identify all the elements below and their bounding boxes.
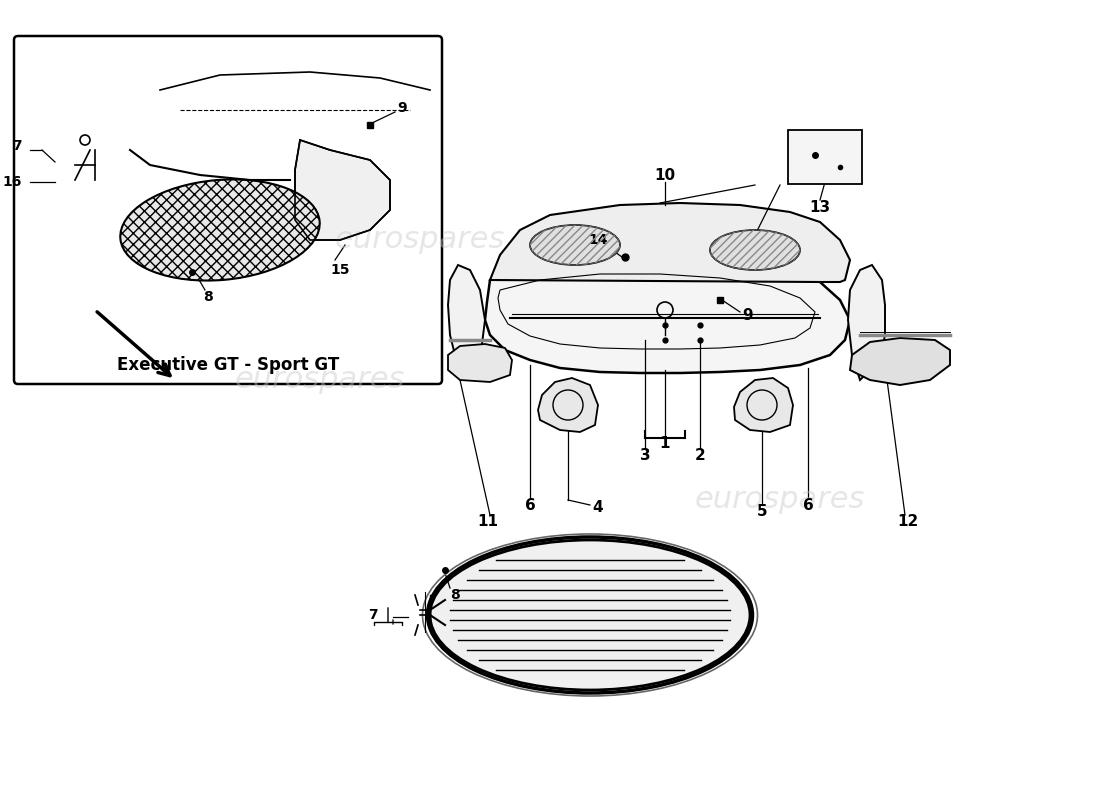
Text: 4: 4 bbox=[593, 501, 603, 515]
Text: eurospares: eurospares bbox=[334, 226, 505, 254]
Polygon shape bbox=[485, 255, 850, 373]
Polygon shape bbox=[448, 265, 485, 380]
Text: 10: 10 bbox=[654, 167, 675, 182]
Text: 8: 8 bbox=[450, 588, 460, 602]
Text: 11: 11 bbox=[477, 514, 498, 530]
FancyBboxPatch shape bbox=[14, 36, 442, 384]
Text: 7: 7 bbox=[12, 139, 22, 153]
Ellipse shape bbox=[710, 230, 800, 270]
Text: 15: 15 bbox=[330, 263, 350, 277]
Text: 9: 9 bbox=[397, 101, 407, 115]
Ellipse shape bbox=[430, 540, 750, 690]
Text: 5: 5 bbox=[757, 505, 768, 519]
Text: eurospares: eurospares bbox=[234, 366, 405, 394]
Text: 6: 6 bbox=[525, 498, 536, 514]
Ellipse shape bbox=[530, 225, 620, 265]
Polygon shape bbox=[295, 140, 390, 240]
Ellipse shape bbox=[120, 179, 320, 281]
Text: 1: 1 bbox=[660, 437, 670, 451]
Text: Executive GT - Sport GT: Executive GT - Sport GT bbox=[117, 356, 339, 374]
Polygon shape bbox=[538, 378, 598, 432]
Text: 9: 9 bbox=[742, 309, 754, 323]
Polygon shape bbox=[448, 344, 512, 382]
Text: 8: 8 bbox=[204, 290, 213, 304]
Text: 3: 3 bbox=[640, 447, 650, 462]
Polygon shape bbox=[734, 378, 793, 432]
Text: 7: 7 bbox=[368, 608, 378, 622]
Polygon shape bbox=[848, 265, 886, 380]
Polygon shape bbox=[850, 338, 950, 385]
Text: 16: 16 bbox=[2, 175, 22, 189]
Polygon shape bbox=[490, 203, 850, 282]
Text: 14: 14 bbox=[588, 233, 607, 247]
Text: 13: 13 bbox=[810, 201, 830, 215]
Text: 2: 2 bbox=[694, 447, 705, 462]
Text: 6: 6 bbox=[803, 498, 813, 514]
FancyBboxPatch shape bbox=[788, 130, 862, 184]
Text: 12: 12 bbox=[898, 514, 918, 530]
Text: eurospares: eurospares bbox=[695, 486, 866, 514]
